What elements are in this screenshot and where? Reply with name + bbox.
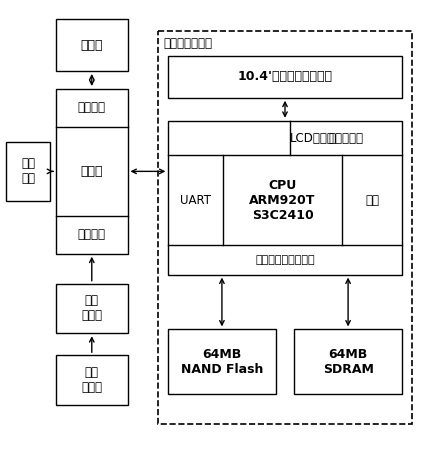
Text: 温度
传感器: 温度 传感器 <box>81 366 102 394</box>
Text: CPU
ARM920T
S3C2410: CPU ARM920T S3C2410 <box>249 179 316 222</box>
Bar <box>56 284 128 333</box>
Text: 单片机: 单片机 <box>80 165 103 178</box>
Bar <box>56 89 128 254</box>
Text: 外部存储器扩展接口: 外部存储器扩展接口 <box>255 255 315 265</box>
Text: LCD控制器: LCD控制器 <box>290 132 335 144</box>
Text: 嵌入式系统模块: 嵌入式系统模块 <box>163 37 212 50</box>
Bar <box>6 142 50 201</box>
Text: UART: UART <box>180 194 211 207</box>
Bar <box>168 329 276 394</box>
Text: 数模转换: 数模转换 <box>78 101 106 114</box>
Text: 电源: 电源 <box>365 194 379 207</box>
Text: 模数转换: 模数转换 <box>78 228 106 242</box>
Text: 信号
放大器: 信号 放大器 <box>81 295 102 322</box>
Bar <box>168 56 402 98</box>
Text: 触换屏接口: 触换屏接口 <box>328 132 363 144</box>
Text: 微波源: 微波源 <box>80 39 103 52</box>
Bar <box>56 355 128 405</box>
Text: 脚踩
开关: 脚踩 开关 <box>21 158 35 185</box>
Bar <box>56 20 128 71</box>
Bar <box>158 31 412 424</box>
Text: 64MB
NAND Flash: 64MB NAND Flash <box>181 348 263 375</box>
Bar <box>168 121 402 275</box>
Text: 64MB
SDRAM: 64MB SDRAM <box>322 348 373 375</box>
Text: 10.4'触换式液晶显示屏: 10.4'触换式液晶显示屏 <box>237 70 333 84</box>
Bar <box>294 329 402 394</box>
